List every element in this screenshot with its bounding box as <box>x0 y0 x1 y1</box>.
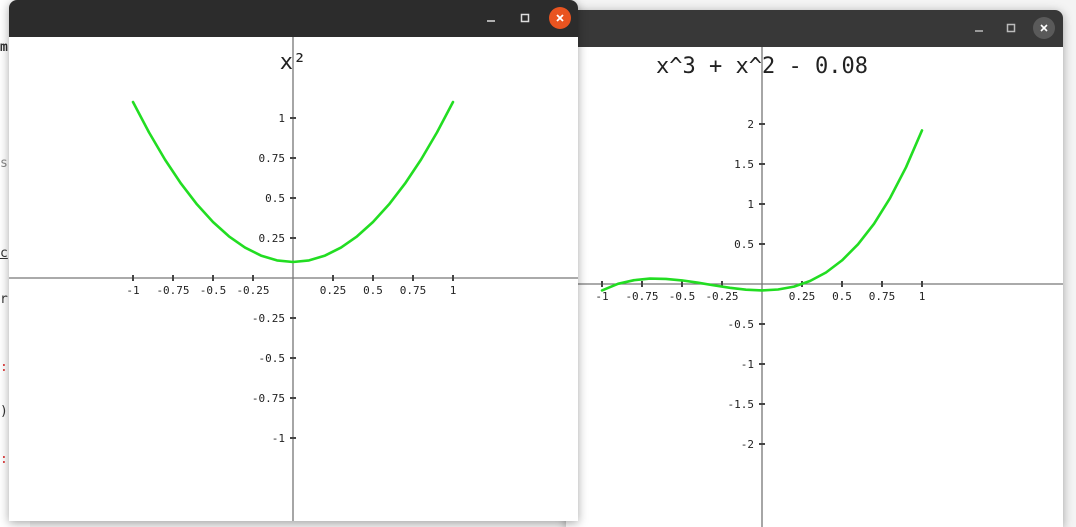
x-tick-label: 0.75 <box>869 290 896 303</box>
y-tick-label: -0.5 <box>728 318 755 331</box>
x-tick-label: -0.75 <box>156 284 189 297</box>
background-text: r <box>0 292 8 307</box>
x-tick-label: -0.25 <box>236 284 269 297</box>
x-tick-label: 1 <box>450 284 457 297</box>
y-tick-label: 0.25 <box>259 232 286 245</box>
x-tick-label: -1 <box>126 284 139 297</box>
x-tick-label: 1 <box>919 290 926 303</box>
x-tick-label: 0.5 <box>832 290 852 303</box>
y-tick-label: -2 <box>741 438 754 451</box>
minimize-button[interactable] <box>480 7 502 29</box>
maximize-button[interactable] <box>1000 17 1022 39</box>
plot-window-cubic[interactable]: x^3 + x^2 - 0.08 -1 -0.75 -0.5 -0.25 0.25 0.5 0… <box>566 10 1063 527</box>
x-tick-label: -0.25 <box>705 290 738 303</box>
x-tick-label: 0.25 <box>789 290 816 303</box>
series-line <box>600 129 924 292</box>
plot-canvas: x²-1 -0.75 -0.5 -0.25 0.25 0.5 0.75 110.750.50.… <box>9 37 578 521</box>
maximize-button[interactable] <box>514 7 536 29</box>
maximize-icon <box>520 13 530 23</box>
minimize-button[interactable] <box>968 17 990 39</box>
background-text: c <box>0 246 8 261</box>
y-tick-label: 0.75 <box>259 152 286 165</box>
close-button[interactable] <box>549 7 571 29</box>
x-tick-label: 0.5 <box>363 284 383 297</box>
close-icon <box>556 14 564 22</box>
y-tick-label: -0.5 <box>259 352 286 365</box>
y-tick-label: 1 <box>747 198 754 211</box>
y-tick-label: -0.75 <box>252 392 285 405</box>
y-tick-label: 2 <box>747 118 754 131</box>
maximize-icon <box>1006 23 1016 33</box>
background-text: s <box>0 156 8 171</box>
minimize-icon <box>487 20 495 22</box>
y-tick-label: 0.5 <box>734 238 754 251</box>
y-tick-label: -1.5 <box>728 398 755 411</box>
y-tick-label: 0.5 <box>265 192 285 205</box>
x-tick-label: -0.75 <box>625 290 658 303</box>
background-text: m <box>0 40 8 55</box>
close-icon <box>1040 24 1048 32</box>
x-tick-label: 0.25 <box>320 284 347 297</box>
background-text: : <box>0 360 8 375</box>
y-tick-label: -1 <box>741 358 754 371</box>
y-tick-label: -0.25 <box>252 312 285 325</box>
plot-canvas: x^3 + x^2 - 0.08-1 -0.75 -0.5 -0.25 0.25 0.5 0… <box>566 47 1063 527</box>
x-tick-label: 0.75 <box>400 284 427 297</box>
y-tick-label: 1.5 <box>734 158 754 171</box>
titlebar[interactable] <box>9 0 578 37</box>
x-tick-label: -0.5 <box>669 290 696 303</box>
plot-window-square[interactable]: x² -1 -0.75 -0.5 -0.25 0.25 0.5 0.75 1 1 0.75 0.5 0.… <box>9 0 578 521</box>
titlebar[interactable] <box>566 10 1063 47</box>
y-tick-label: 1 <box>278 112 285 125</box>
x-tick-label: -0.5 <box>200 284 227 297</box>
series-line <box>131 100 455 264</box>
x-tick-label: -1 <box>595 290 608 303</box>
minimize-icon <box>975 30 983 32</box>
background-text: : <box>0 452 8 467</box>
close-button[interactable] <box>1033 17 1055 39</box>
background-text: ) <box>0 404 8 419</box>
y-tick-label: -1 <box>272 432 285 445</box>
